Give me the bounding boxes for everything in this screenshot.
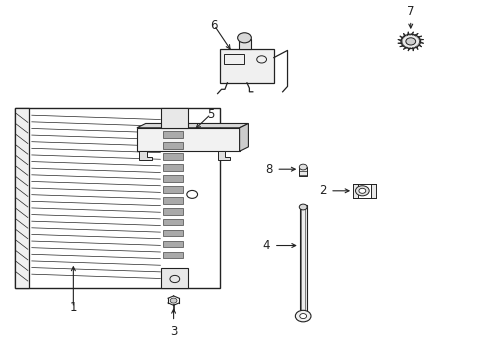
Bar: [238, 39, 250, 49]
Circle shape: [355, 186, 368, 196]
Circle shape: [170, 298, 177, 303]
Bar: [163, 175, 183, 182]
Bar: [224, 54, 243, 64]
Circle shape: [299, 204, 306, 210]
Circle shape: [299, 314, 306, 319]
Polygon shape: [239, 123, 248, 151]
Bar: [163, 164, 183, 171]
Text: 7: 7: [406, 5, 414, 18]
Circle shape: [299, 164, 306, 170]
Bar: [163, 219, 183, 225]
Circle shape: [400, 34, 420, 49]
Text: 1: 1: [69, 301, 77, 314]
Bar: [163, 186, 183, 193]
Text: 2: 2: [319, 184, 326, 197]
Circle shape: [358, 188, 365, 193]
Bar: [163, 252, 183, 258]
Text: 5: 5: [206, 108, 214, 121]
Bar: [299, 205, 306, 320]
Bar: [137, 128, 239, 151]
Bar: [163, 142, 183, 149]
Circle shape: [237, 33, 251, 43]
Bar: [15, 108, 29, 288]
Bar: [163, 208, 183, 215]
Bar: [163, 153, 183, 160]
Polygon shape: [139, 151, 151, 160]
Text: 3: 3: [169, 325, 177, 338]
Bar: [163, 241, 183, 247]
Bar: [163, 230, 183, 237]
Circle shape: [405, 38, 415, 45]
Polygon shape: [217, 151, 229, 160]
Bar: [370, 184, 375, 198]
Text: 6: 6: [210, 19, 218, 32]
Polygon shape: [137, 123, 248, 128]
Text: 4: 4: [262, 239, 269, 252]
Text: 8: 8: [265, 163, 272, 176]
Bar: [352, 184, 357, 198]
Bar: [299, 167, 306, 176]
Bar: [161, 108, 188, 128]
Bar: [163, 131, 183, 138]
Bar: [220, 49, 273, 83]
Bar: [161, 268, 188, 288]
Bar: [163, 197, 183, 204]
Circle shape: [295, 310, 310, 322]
Bar: [15, 108, 220, 288]
